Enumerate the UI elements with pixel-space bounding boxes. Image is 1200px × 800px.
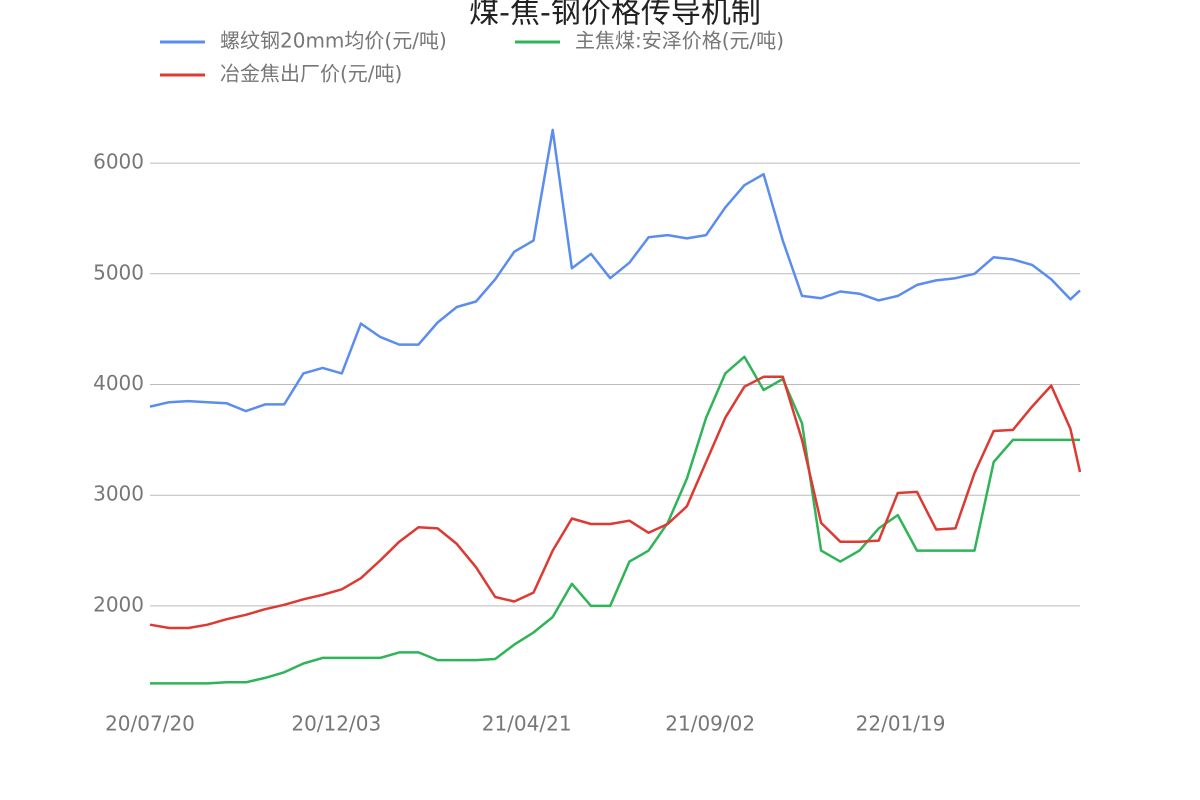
y-tick-label: 5000 [93, 260, 144, 284]
legend-label: 冶金焦出厂价(元/吨) [220, 62, 402, 86]
line-series [149, 375, 1082, 630]
line-series [150, 355, 1080, 685]
line-series [149, 128, 1081, 413]
chart-title: 煤-焦-钢价格传导机制 [469, 0, 761, 31]
y-tick-label: 4000 [93, 371, 144, 395]
legend-label: 主焦煤:安泽价格(元/吨) [575, 29, 784, 53]
x-tick-label: 20/07/20 [105, 712, 195, 736]
x-tick-label: 21/09/02 [665, 712, 755, 736]
y-tick-label: 2000 [93, 592, 144, 616]
y-tick-label: 3000 [93, 482, 144, 506]
x-tick-label: 22/01/19 [856, 712, 946, 736]
x-tick-label: 20/12/03 [291, 712, 381, 736]
y-tick-label: 6000 [93, 150, 144, 174]
x-tick-label: 21/04/21 [482, 712, 572, 736]
legend-label: 螺纹钢20mm均价(元/吨) [220, 29, 447, 53]
